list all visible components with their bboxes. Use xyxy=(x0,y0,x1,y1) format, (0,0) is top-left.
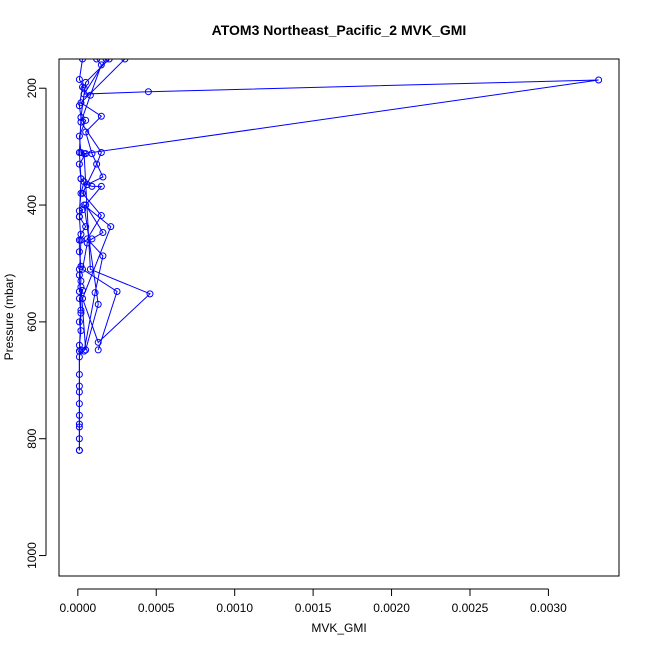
data-point xyxy=(79,83,87,91)
series-line-2 xyxy=(78,59,110,451)
x-tick-label: 0.0010 xyxy=(216,601,253,615)
plot-points xyxy=(75,59,603,454)
x-axis: 0.0000 0.0005 0.0010 0.0015 0.0020 0.0025 0.00… xyxy=(59,588,567,615)
data-point xyxy=(86,265,94,273)
data-point xyxy=(77,175,85,183)
series-line-5 xyxy=(80,59,599,351)
series-line-4 xyxy=(80,59,126,351)
data-point xyxy=(75,248,83,256)
data-point xyxy=(75,388,83,396)
data-point xyxy=(82,78,90,86)
data-point xyxy=(82,346,90,354)
x-tick-label: 0.0005 xyxy=(138,601,175,615)
data-point xyxy=(75,288,83,295)
x-tick-label: 0.0000 xyxy=(59,601,96,615)
data-point xyxy=(77,346,85,354)
data-point xyxy=(79,295,87,303)
data-point xyxy=(83,181,91,189)
y-tick-label: 800 xyxy=(25,428,39,448)
data-point xyxy=(99,229,107,236)
data-point xyxy=(88,182,96,190)
data-point xyxy=(93,160,101,168)
data-point xyxy=(99,173,107,181)
y-tick-label: 400 xyxy=(25,195,39,215)
y-tick-label: 1000 xyxy=(25,542,39,569)
data-point xyxy=(83,239,91,247)
chart-title: ATOM3 Northeast_Pacific_2 MVK_GMI xyxy=(212,22,467,38)
plot-lines xyxy=(78,59,599,451)
data-point xyxy=(75,420,83,428)
data-point xyxy=(94,300,102,308)
data-point xyxy=(77,99,85,107)
data-point xyxy=(75,318,83,326)
data-point xyxy=(97,112,105,120)
data-point xyxy=(75,435,83,443)
data-point xyxy=(75,370,83,378)
data-point xyxy=(79,286,87,294)
data-point xyxy=(75,148,83,156)
y-tick-label: 200 xyxy=(25,78,39,98)
data-point xyxy=(97,148,105,156)
data-point xyxy=(75,423,83,431)
data-point xyxy=(77,113,85,121)
data-point xyxy=(97,61,105,69)
data-point xyxy=(75,400,83,408)
data-point xyxy=(77,306,85,314)
data-point xyxy=(94,346,102,354)
data-point xyxy=(93,59,101,63)
data-point xyxy=(88,235,96,243)
data-point xyxy=(102,59,110,63)
data-point xyxy=(105,59,113,63)
data-point xyxy=(79,189,87,197)
x-tick-label: 0.0020 xyxy=(373,601,410,615)
data-point xyxy=(97,182,105,190)
data-point xyxy=(83,235,91,243)
data-point xyxy=(80,90,88,98)
data-point xyxy=(82,223,90,231)
data-point xyxy=(121,59,129,63)
x-tick-label: 0.0030 xyxy=(530,601,567,615)
data-point xyxy=(595,76,603,84)
data-point xyxy=(75,75,83,83)
data-point xyxy=(79,206,87,214)
data-point xyxy=(77,327,85,335)
data-point xyxy=(80,150,88,158)
data-point xyxy=(113,288,121,295)
series-line-3 xyxy=(80,59,104,352)
data-point xyxy=(75,213,83,221)
data-point xyxy=(99,252,107,260)
x-tick-label: 0.0015 xyxy=(295,601,332,615)
data-point xyxy=(75,271,83,279)
data-point xyxy=(91,289,99,297)
data-point xyxy=(75,295,83,303)
data-point xyxy=(77,309,85,317)
data-point xyxy=(82,128,90,136)
data-point xyxy=(144,88,152,96)
data-point xyxy=(107,223,115,231)
data-point xyxy=(77,118,85,126)
y-axis: 200 400 600 800 1000 xyxy=(25,78,47,569)
plot-frame xyxy=(58,58,620,577)
data-point xyxy=(80,347,88,355)
x-axis-label: MVK_GMI xyxy=(311,621,366,635)
y-axis-label: Pressure (mbar) xyxy=(2,274,16,361)
data-point xyxy=(80,201,88,209)
data-point xyxy=(75,132,83,140)
data-point xyxy=(79,59,87,63)
data-point xyxy=(75,446,83,454)
data-point xyxy=(97,212,105,220)
data-point xyxy=(75,411,83,419)
data-point xyxy=(79,265,87,273)
y-tick-label: 600 xyxy=(25,312,39,332)
data-point xyxy=(77,283,85,291)
data-point xyxy=(88,150,96,158)
data-point xyxy=(94,338,102,346)
data-point xyxy=(75,160,83,168)
data-point xyxy=(146,290,154,298)
x-tick-label: 0.0025 xyxy=(452,601,489,615)
